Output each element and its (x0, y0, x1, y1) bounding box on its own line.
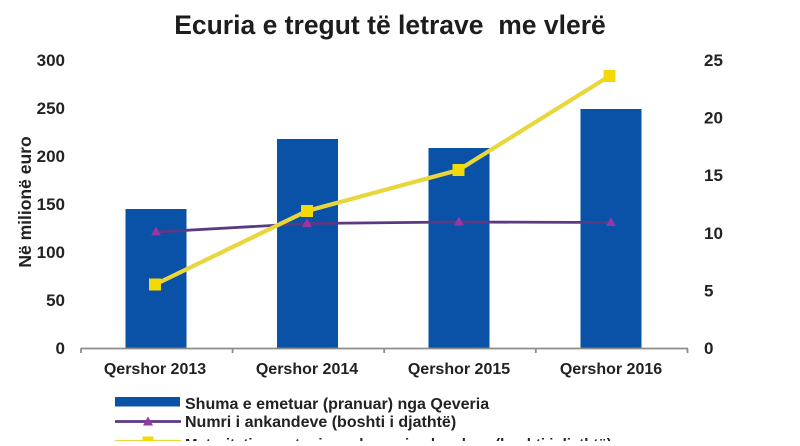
svg-text:50: 50 (46, 291, 65, 310)
svg-text:5: 5 (704, 281, 713, 300)
svg-text:150: 150 (37, 195, 65, 214)
svg-text:Qershor 2016: Qershor 2016 (560, 361, 662, 378)
svg-text:15: 15 (704, 166, 723, 185)
svg-text:250: 250 (37, 99, 65, 118)
svg-text:Në milionë euro: Në milionë euro (15, 136, 35, 267)
svg-text:Qershor 2013: Qershor 2013 (104, 361, 206, 378)
svg-text:Maturiteti mesatar i ponderuar: Maturiteti mesatar i ponderuar i ankande… (185, 436, 612, 441)
svg-text:0: 0 (56, 339, 65, 358)
svg-text:300: 300 (37, 51, 65, 70)
svg-text:20: 20 (704, 109, 723, 128)
svg-text:Ecuria e tregut të letrave me: Ecuria e tregut të letrave me vlerë (174, 10, 606, 40)
svg-text:Numri i ankandeve (boshti i dj: Numri i ankandeve (boshti i djathtë) (185, 414, 456, 431)
svg-text:Qershor 2014: Qershor 2014 (256, 361, 358, 378)
svg-text:0: 0 (704, 339, 713, 358)
svg-text:100: 100 (37, 243, 65, 262)
svg-text:25: 25 (704, 51, 723, 70)
svg-text:10: 10 (704, 224, 723, 243)
svg-text:200: 200 (37, 147, 65, 166)
svg-text:Qershor 2015: Qershor 2015 (408, 361, 510, 378)
svg-text:Shuma e emetuar (pranuar) nga: Shuma e emetuar (pranuar) nga Qeveria (185, 396, 489, 413)
